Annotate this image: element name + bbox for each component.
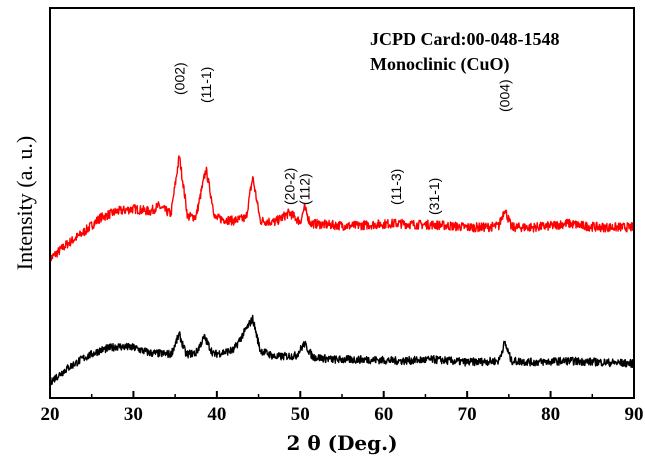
x-tick-label: 50: [291, 404, 310, 425]
y-axis-title: Intensity (a. u.): [12, 136, 37, 270]
series-layer: [49, 155, 635, 386]
peak-label: (11-1): [198, 67, 214, 103]
x-tick-label: 30: [124, 404, 143, 425]
series-line-red: [49, 155, 635, 264]
peak-label: (31-1): [426, 178, 442, 215]
peak-label: (20-2): [281, 168, 297, 205]
phase-label: Monoclinic (CuO): [370, 54, 510, 75]
peak-label: (004): [497, 79, 513, 112]
peak-label: (002): [171, 62, 187, 95]
x-tick-label: 90: [625, 404, 644, 425]
jcpd-card-label: JCPD Card:00-048-1548: [370, 29, 559, 49]
x-axis-title: 2 θ (Deg.): [286, 431, 397, 455]
x-tick-label: 60: [374, 404, 393, 425]
x-axis-ticks: 20 30 40 50 60 70 80 90: [41, 391, 644, 425]
x-tick-label: 80: [541, 404, 560, 425]
series-line-black: [49, 314, 635, 386]
peak-labels: (002) (11-1) (20-2) (112) (11-3) (31-1) (004): [171, 62, 512, 215]
x-tick-label: 40: [207, 404, 226, 425]
peak-label: (112): [296, 173, 312, 205]
peak-label: (11-3): [388, 169, 404, 205]
x-tick-label: 70: [458, 404, 477, 425]
x-tick-label: 20: [41, 404, 60, 425]
plot-frame: [49, 7, 635, 399]
